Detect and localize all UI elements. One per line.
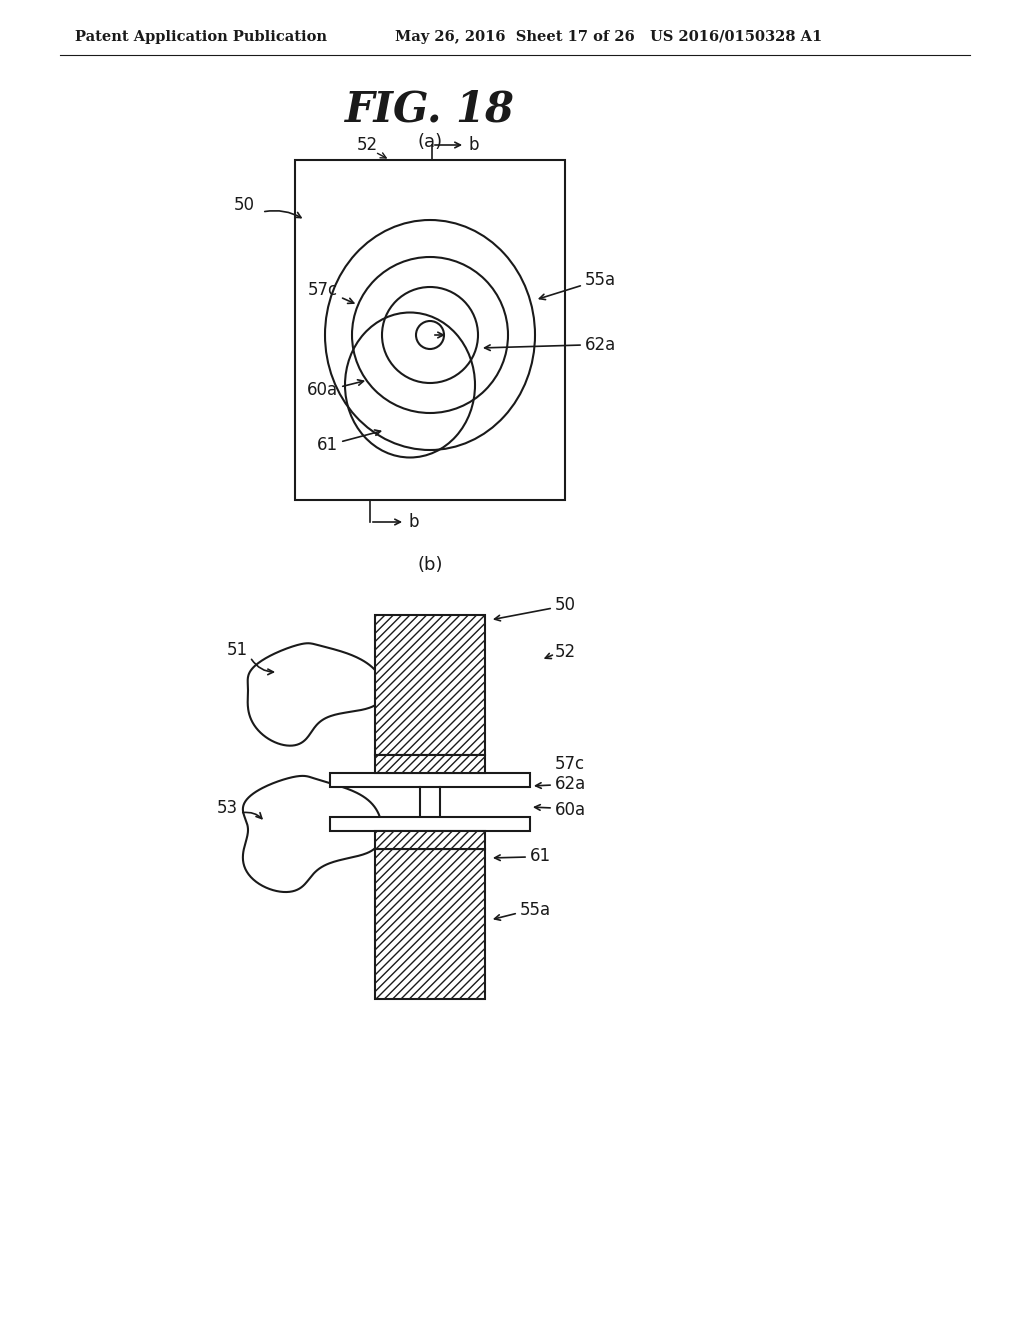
Text: 52: 52 [356, 136, 378, 154]
Text: (a): (a) [418, 133, 442, 150]
Text: Patent Application Publication: Patent Application Publication [75, 30, 327, 44]
Text: 50: 50 [234, 195, 255, 214]
Bar [375, 615, 485, 755]
Text: 57c: 57c [308, 281, 338, 300]
Bar [330, 774, 530, 787]
Text: FIG. 18: FIG. 18 [345, 88, 515, 131]
Text: 61: 61 [316, 436, 338, 454]
Text: 51: 51 [227, 642, 248, 659]
Text: 50: 50 [555, 597, 575, 614]
Text: 60a: 60a [555, 801, 586, 818]
Text: 53: 53 [217, 799, 238, 817]
Bar [375, 849, 485, 999]
Bar [375, 755, 485, 774]
Text: 55a: 55a [520, 902, 551, 919]
Bar [375, 832, 485, 849]
Text: 61: 61 [530, 847, 551, 865]
Text: 52: 52 [555, 643, 577, 661]
Text: b: b [408, 513, 419, 531]
Bar [330, 817, 530, 832]
Text: (b): (b) [417, 556, 442, 574]
Text: 57c: 57c [555, 755, 585, 774]
Text: b: b [468, 136, 478, 154]
Text: May 26, 2016  Sheet 17 of 26: May 26, 2016 Sheet 17 of 26 [395, 30, 635, 44]
Text: 62a: 62a [555, 775, 587, 793]
Text: 55a: 55a [585, 271, 616, 289]
Text: 62a: 62a [585, 337, 616, 354]
Bar [295, 160, 565, 500]
Text: US 2016/0150328 A1: US 2016/0150328 A1 [650, 30, 822, 44]
Text: 60a: 60a [307, 381, 338, 399]
